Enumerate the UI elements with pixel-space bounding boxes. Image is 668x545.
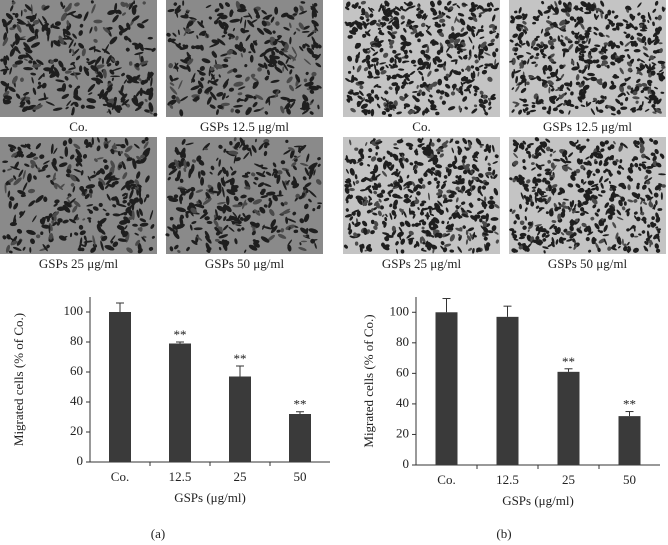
- x-tick-label: 12.5: [169, 469, 192, 484]
- significance-label: **: [174, 327, 187, 342]
- cell: [237, 220, 241, 224]
- significance-label: **: [234, 351, 247, 366]
- error-bar: [565, 369, 573, 372]
- cell: [133, 0, 135, 4]
- y-tick-label: 40: [70, 393, 83, 408]
- micrograph: [343, 137, 500, 254]
- micrograph-caption: GSPs 25 μg/ml: [382, 256, 462, 271]
- y-axis-label: Migrated cells (% of Co.): [361, 314, 376, 447]
- significance-label: **: [294, 397, 307, 412]
- cell: [301, 241, 307, 243]
- x-tick-label: 12.5: [496, 472, 519, 487]
- cell: [65, 146, 69, 157]
- x-tick-label: 25: [234, 469, 247, 484]
- micrograph-caption: GSPs 12.5 μg/ml: [200, 119, 289, 134]
- significance-label: **: [562, 354, 575, 369]
- bar: [169, 344, 191, 463]
- y-axis-label: Migrated cells (% of Co.): [11, 313, 26, 446]
- micrograph-caption: Co.: [412, 119, 430, 134]
- y-tick-label: 0: [77, 453, 84, 468]
- bar: [619, 416, 641, 465]
- y-tick-label: 40: [396, 395, 409, 410]
- cell: [433, 229, 440, 232]
- cell: [374, 164, 378, 172]
- micrograph: [343, 0, 500, 117]
- cell: [195, 45, 202, 49]
- cell: [93, 20, 102, 24]
- error-bar: [504, 306, 512, 317]
- y-tick-label: 0: [403, 456, 410, 471]
- y-tick-label: 20: [396, 425, 409, 440]
- significance-label: **: [623, 397, 636, 412]
- cell: [224, 57, 230, 59]
- y-tick-label: 60: [70, 363, 83, 378]
- micrograph-caption: GSPs 25 μg/ml: [39, 256, 119, 271]
- bar: [289, 414, 311, 462]
- micrograph: [509, 0, 666, 117]
- cell: [403, 199, 411, 203]
- micrograph-caption: GSPs 50 μg/ml: [548, 256, 628, 271]
- micrograph: [0, 0, 158, 117]
- bar: [436, 312, 458, 465]
- bar: [109, 312, 131, 462]
- error-bar: [116, 303, 124, 312]
- y-tick-label: 80: [396, 334, 409, 349]
- x-tick-label: Co.: [437, 472, 455, 487]
- micrograph: [166, 0, 323, 117]
- cell: [618, 110, 621, 113]
- y-tick-label: 60: [396, 364, 409, 379]
- x-tick-label: 50: [294, 469, 307, 484]
- micrograph: [509, 136, 666, 254]
- x-axis-label: GSPs (μg/ml): [502, 493, 574, 508]
- micrograph-caption: GSPs 12.5 μg/ml: [543, 119, 632, 134]
- error-bar: [626, 412, 634, 417]
- y-tick-label: 100: [64, 303, 84, 318]
- micrograph: [165, 137, 323, 254]
- panel-label: (a): [151, 526, 165, 541]
- bar: [229, 377, 251, 463]
- micrograph-caption: GSPs 50 μg/ml: [205, 256, 285, 271]
- error-bar: [236, 366, 244, 377]
- cell: [580, 50, 586, 53]
- cell: [90, 193, 92, 198]
- x-tick-label: 50: [623, 472, 636, 487]
- micrograph: [0, 136, 157, 254]
- cell: [132, 6, 137, 16]
- micrograph-caption: Co.: [69, 119, 87, 134]
- y-tick-label: 80: [70, 333, 83, 348]
- cell: [94, 46, 96, 53]
- bar: [558, 372, 580, 465]
- error-bar: [443, 299, 451, 313]
- x-tick-label: Co.: [111, 469, 129, 484]
- x-tick-label: 25: [562, 472, 575, 487]
- cell: [348, 71, 351, 74]
- error-bar: [296, 412, 304, 414]
- x-axis-label: GSPs (μg/ml): [174, 490, 246, 505]
- cell: [110, 75, 120, 77]
- panel-label: (b): [496, 526, 511, 541]
- cell: [399, 75, 403, 78]
- cell: [581, 179, 584, 183]
- y-tick-label: 100: [390, 303, 410, 318]
- bar: [497, 317, 519, 465]
- error-bar: [176, 342, 184, 344]
- y-tick-label: 20: [70, 423, 83, 438]
